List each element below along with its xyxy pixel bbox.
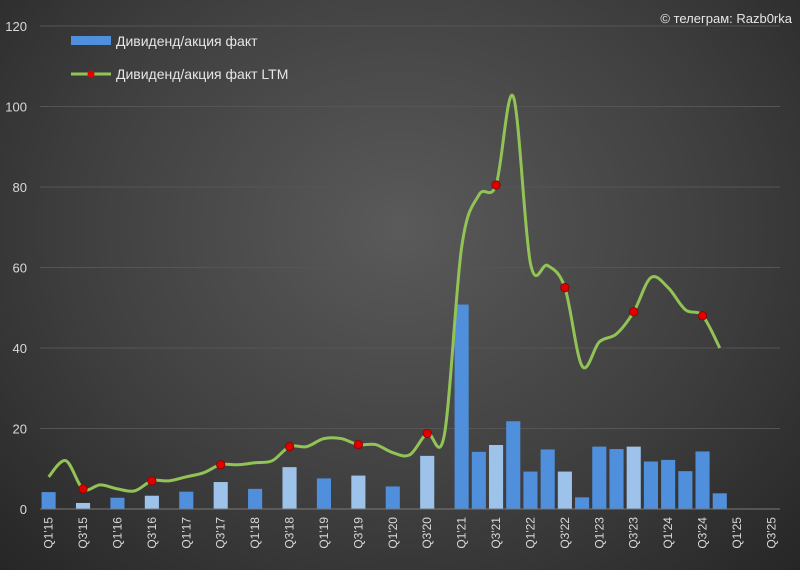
bar [712, 493, 727, 509]
x-tick-label: Q1'21 [455, 517, 469, 549]
ltm-marker [491, 180, 501, 190]
bar [248, 488, 263, 509]
bar [41, 492, 56, 509]
x-tick-label: Q1'24 [661, 517, 675, 549]
x-tick-label: Q3'19 [351, 517, 365, 549]
gridlines [40, 25, 780, 429]
legend-line-marker [87, 70, 95, 78]
x-tick-label: Q1'23 [592, 517, 606, 549]
x-tick-label: Q3'21 [489, 517, 503, 549]
x-tick-label: Q3'22 [558, 517, 572, 549]
bar [471, 451, 486, 509]
y-axis-ticks: 0 20 40 60 80 100 120 [5, 19, 27, 517]
x-tick-label: Q1'22 [523, 517, 537, 549]
legend-bar-label: Дивиденд/акция факт [116, 33, 258, 49]
y-tick-label: 120 [5, 19, 27, 34]
x-tick-label: Q1'20 [386, 517, 400, 549]
bar [75, 502, 91, 509]
bar [454, 304, 469, 509]
ltm-marker [560, 283, 570, 293]
x-tick-label: Q3'25 [764, 517, 778, 549]
bar [179, 491, 194, 509]
ltm-marker [216, 460, 226, 470]
bar-series [41, 304, 727, 509]
x-tick-label: Q3'17 [214, 517, 228, 549]
x-tick-label: Q3'16 [145, 517, 159, 549]
bar [609, 449, 624, 509]
bar [695, 451, 710, 509]
ltm-markers [78, 180, 708, 494]
legend: Дивиденд/акция факт Дивиденд/акция факт … [71, 33, 288, 82]
credit-text: © телеграм: Razb0rka [660, 11, 792, 26]
bar [316, 478, 332, 509]
x-tick-label: Q3'15 [76, 517, 90, 549]
x-tick-label: Q3'18 [283, 517, 297, 549]
bar [678, 471, 693, 509]
bar [144, 495, 159, 509]
ltm-marker [697, 311, 708, 321]
bar [506, 421, 521, 509]
y-tick-label: 100 [5, 100, 27, 115]
x-axis-ticks: Q1'15 Q3'15 Q1'16 Q3'16 Q1'17 Q3'17 Q1'18 Q3'18… [42, 517, 779, 549]
bar [523, 471, 538, 509]
bar [420, 455, 435, 509]
bar [592, 446, 607, 509]
x-tick-label: Q1'16 [110, 517, 124, 549]
x-tick-label: Q1'15 [42, 517, 56, 549]
bar [575, 497, 590, 509]
bar [110, 497, 125, 509]
bar [626, 446, 641, 509]
ltm-series-line [47, 93, 722, 493]
bar [661, 459, 676, 509]
ltm-marker [284, 442, 295, 452]
legend-line-label: Дивиденд/акция факт LTM [116, 66, 288, 82]
y-tick-label: 0 [20, 502, 27, 517]
y-tick-label: 40 [13, 341, 27, 356]
bar [557, 471, 572, 509]
x-tick-label: Q1'19 [317, 517, 331, 549]
legend-bar-swatch [71, 36, 111, 45]
bar [643, 461, 658, 509]
y-tick-label: 60 [13, 261, 27, 276]
ltm-marker [422, 428, 432, 438]
x-tick-label: Q1'18 [248, 517, 262, 549]
x-tick-label: Q3'24 [696, 517, 710, 549]
ltm-marker [78, 484, 88, 494]
bar [351, 475, 366, 509]
ltm-marker [353, 439, 363, 450]
x-tick-label: Q1'17 [179, 517, 193, 549]
bar [282, 467, 297, 509]
y-tick-label: 80 [13, 180, 27, 195]
bar [213, 482, 228, 509]
bar [540, 449, 555, 509]
x-tick-label: Q1'25 [730, 517, 744, 549]
bar [488, 445, 504, 509]
x-tick-label: Q3'20 [420, 517, 434, 549]
bar [385, 486, 400, 509]
ltm-marker [147, 476, 157, 486]
ltm-marker [629, 307, 639, 317]
x-tick-label: Q3'23 [627, 517, 641, 549]
y-tick-label: 20 [13, 422, 27, 437]
